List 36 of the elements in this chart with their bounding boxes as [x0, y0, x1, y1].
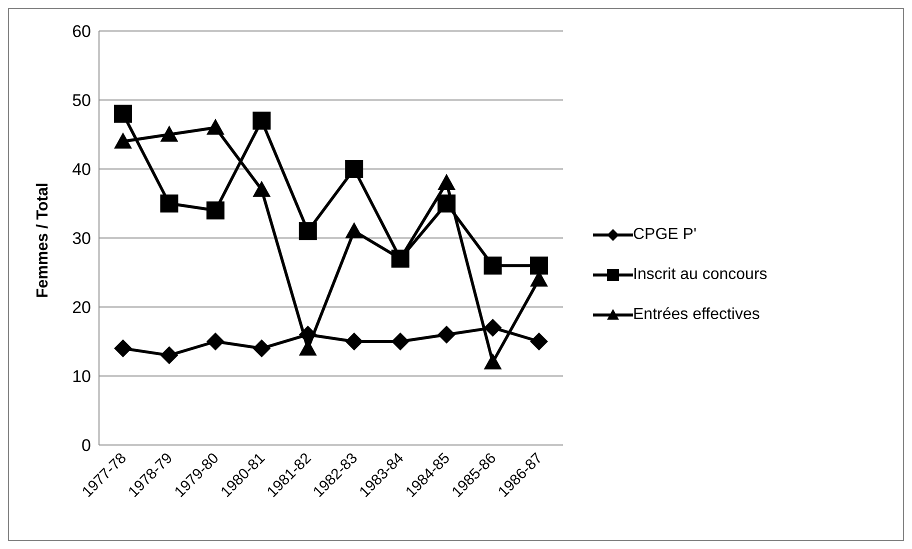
y-tick-label: 0 [82, 436, 91, 456]
point [298, 222, 317, 240]
y-axis-title: Femmes / Total [34, 182, 52, 298]
point [345, 222, 364, 238]
point [438, 194, 456, 212]
legend-label: CPGE P' [633, 226, 697, 244]
point [345, 332, 364, 350]
legend-label: Entrées effectives [633, 306, 760, 324]
y-tick-label: 50 [72, 91, 91, 110]
point [484, 256, 502, 275]
point [206, 332, 224, 350]
point [114, 104, 132, 123]
point [345, 160, 364, 178]
point [160, 126, 178, 142]
point [206, 201, 224, 220]
point [438, 174, 456, 190]
point [160, 194, 178, 212]
point [484, 353, 502, 370]
point [252, 180, 271, 197]
y-tick-label: 40 [72, 160, 91, 180]
legend-label: Inscrit au concours [633, 266, 768, 284]
point [530, 332, 548, 350]
point [114, 132, 132, 149]
point [530, 256, 548, 275]
point [252, 112, 271, 130]
point [252, 339, 271, 358]
point [391, 332, 410, 350]
point [114, 339, 132, 358]
y-tick-label: 20 [72, 298, 91, 318]
y-tick-label: 60 [72, 22, 91, 42]
point [484, 318, 502, 337]
point [160, 346, 178, 364]
y-tick-label: 30 [72, 229, 91, 248]
y-tick-label: 10 [72, 367, 91, 386]
point [206, 118, 224, 135]
point [438, 326, 456, 344]
